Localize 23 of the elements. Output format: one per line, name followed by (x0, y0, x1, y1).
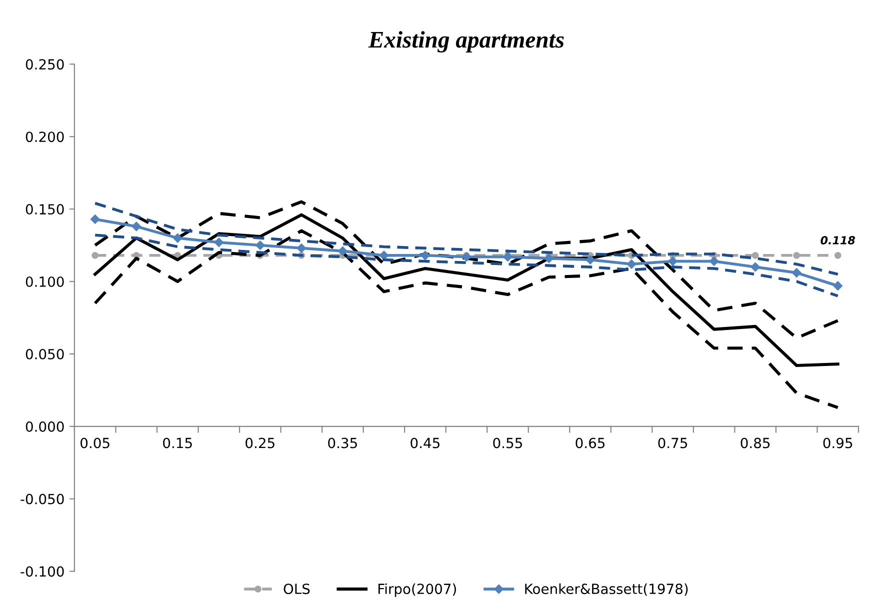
y-tick-label: 0.100 (26, 276, 64, 287)
annotation: 0.118 (820, 236, 856, 244)
legend-label: Koenker&Bassett(1978) (525, 583, 688, 596)
legend-label: Firpo(2007) (378, 583, 456, 597)
x-tick-label: 0.55 (493, 438, 522, 448)
y-tick-label: 0.250 (26, 59, 64, 70)
y-tick-label: -0.050 (20, 494, 64, 504)
y-tick-label: 0.000 (26, 421, 64, 432)
y-tick-label: 0.150 (26, 204, 64, 215)
y-tick-label: 0.200 (26, 132, 64, 142)
y-tick-label: -0.100 (20, 566, 64, 577)
x-tick-label: 0.85 (740, 438, 770, 448)
x-tick-label: 0.95 (823, 438, 852, 448)
x-tick-label: 0.25 (246, 438, 274, 448)
x-tick-label: 0.45 (410, 438, 440, 448)
chart-title: Existing apartments (368, 31, 564, 53)
legend-label: OLS (284, 584, 310, 594)
x-tick-label: 0.15 (163, 438, 192, 448)
x-tick-label: 0.05 (80, 438, 110, 448)
x-tick-label: 0.75 (658, 438, 688, 448)
x-tick-label: 0.65 (576, 438, 605, 448)
y-tick-label: 0.050 (26, 348, 64, 360)
x-tick-label: 0.35 (328, 438, 357, 448)
